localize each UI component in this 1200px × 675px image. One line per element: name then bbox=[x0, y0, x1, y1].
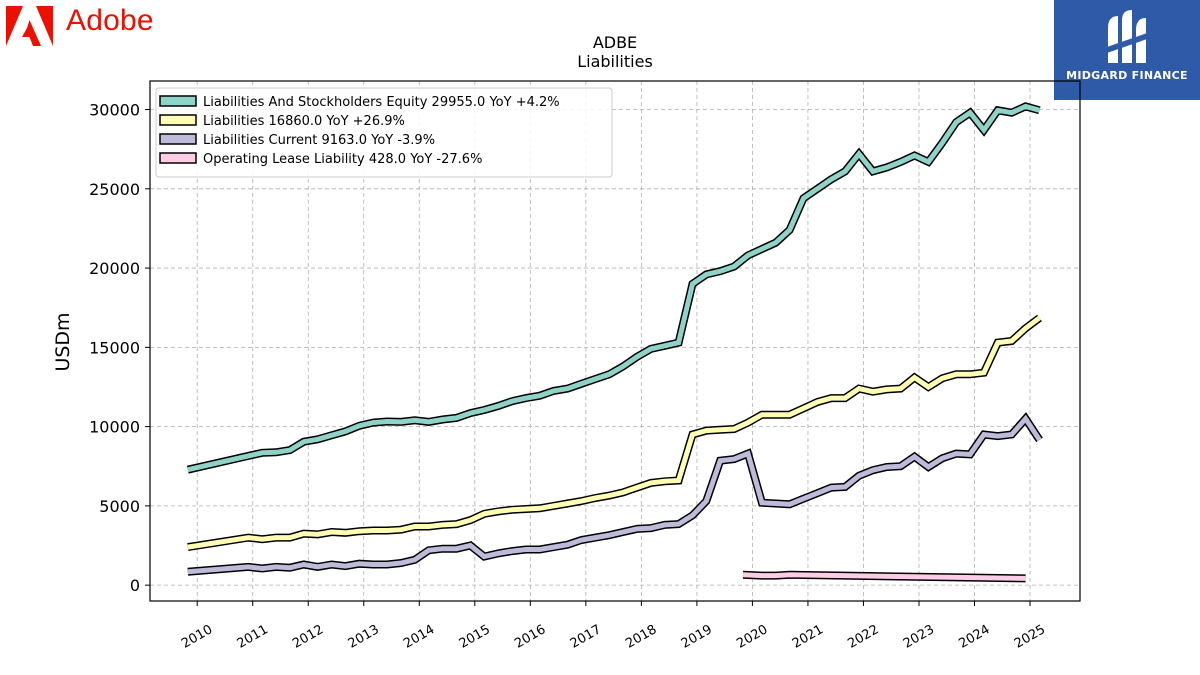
x-tick-label: 2025 bbox=[1012, 622, 1048, 652]
y-tick-label: 15000 bbox=[89, 338, 140, 357]
y-tick-label: 0 bbox=[130, 576, 140, 595]
x-tick-label: 2024 bbox=[956, 622, 992, 652]
plot-frame bbox=[149, 80, 1081, 602]
y-tick-label: 25000 bbox=[89, 180, 140, 199]
x-tick-label: 2013 bbox=[346, 622, 382, 652]
y-tick-label: 10000 bbox=[89, 418, 140, 437]
legend-swatch-3 bbox=[159, 152, 197, 164]
y-tick-label: 20000 bbox=[89, 259, 140, 278]
legend-entry-2: Liabilities Current 9163.0 YoY -3.9% bbox=[203, 133, 435, 148]
x-tick-label: 2020 bbox=[734, 622, 770, 652]
series-layer bbox=[186, 102, 1043, 583]
x-tick-label: 2014 bbox=[401, 622, 437, 652]
y-tick-label: 30000 bbox=[89, 101, 140, 120]
legend-entry-1: Liabilities 16860.0 YoY +26.9% bbox=[203, 114, 405, 129]
chart-title: ADBE bbox=[593, 33, 637, 52]
legend: Liabilities And Stockholders Equity 2995… bbox=[155, 87, 613, 178]
series-line-3 bbox=[742, 572, 1026, 581]
x-tick-label: 2018 bbox=[623, 622, 659, 652]
x-tick-label: 2021 bbox=[790, 622, 826, 652]
legend-entry-0: Liabilities And Stockholders Equity 2995… bbox=[203, 95, 560, 110]
legend-swatch-0 bbox=[159, 95, 197, 107]
midgard-logo-icon bbox=[1104, 10, 1150, 63]
x-tick-label: 2011 bbox=[235, 622, 271, 652]
x-tick-label: 2022 bbox=[845, 622, 881, 652]
adobe-logo-icon bbox=[6, 6, 54, 46]
partner-logo-box: MIDGARD FINANCE bbox=[1054, 0, 1200, 100]
x-tick-label: 2017 bbox=[568, 622, 604, 652]
series-line-0 bbox=[187, 103, 1041, 473]
legend-swatch-2 bbox=[159, 133, 197, 145]
brand-name: Adobe bbox=[66, 4, 154, 37]
legend-box bbox=[155, 87, 613, 178]
x-tick-label: 2016 bbox=[512, 622, 548, 652]
y-tick-label: 5000 bbox=[99, 497, 140, 516]
series-line-2 bbox=[187, 414, 1042, 575]
legend-swatch-1 bbox=[159, 114, 197, 126]
x-tick-label: 2023 bbox=[901, 622, 937, 652]
x-tick-label: 2019 bbox=[679, 622, 715, 652]
x-tick-label: 2012 bbox=[290, 622, 326, 652]
series-outline-1 bbox=[187, 314, 1042, 552]
series-line-1 bbox=[187, 315, 1041, 550]
partner-name: MIDGARD FINANCE bbox=[1066, 69, 1188, 82]
x-tick-label: 2015 bbox=[457, 622, 493, 652]
chart-subtitle: Liabilities bbox=[577, 52, 653, 71]
legend-entry-3: Operating Lease Liability 428.0 YoY -27.… bbox=[203, 152, 482, 167]
y-axis-label: USDm bbox=[52, 312, 74, 371]
x-tick-label: 2010 bbox=[179, 622, 215, 652]
